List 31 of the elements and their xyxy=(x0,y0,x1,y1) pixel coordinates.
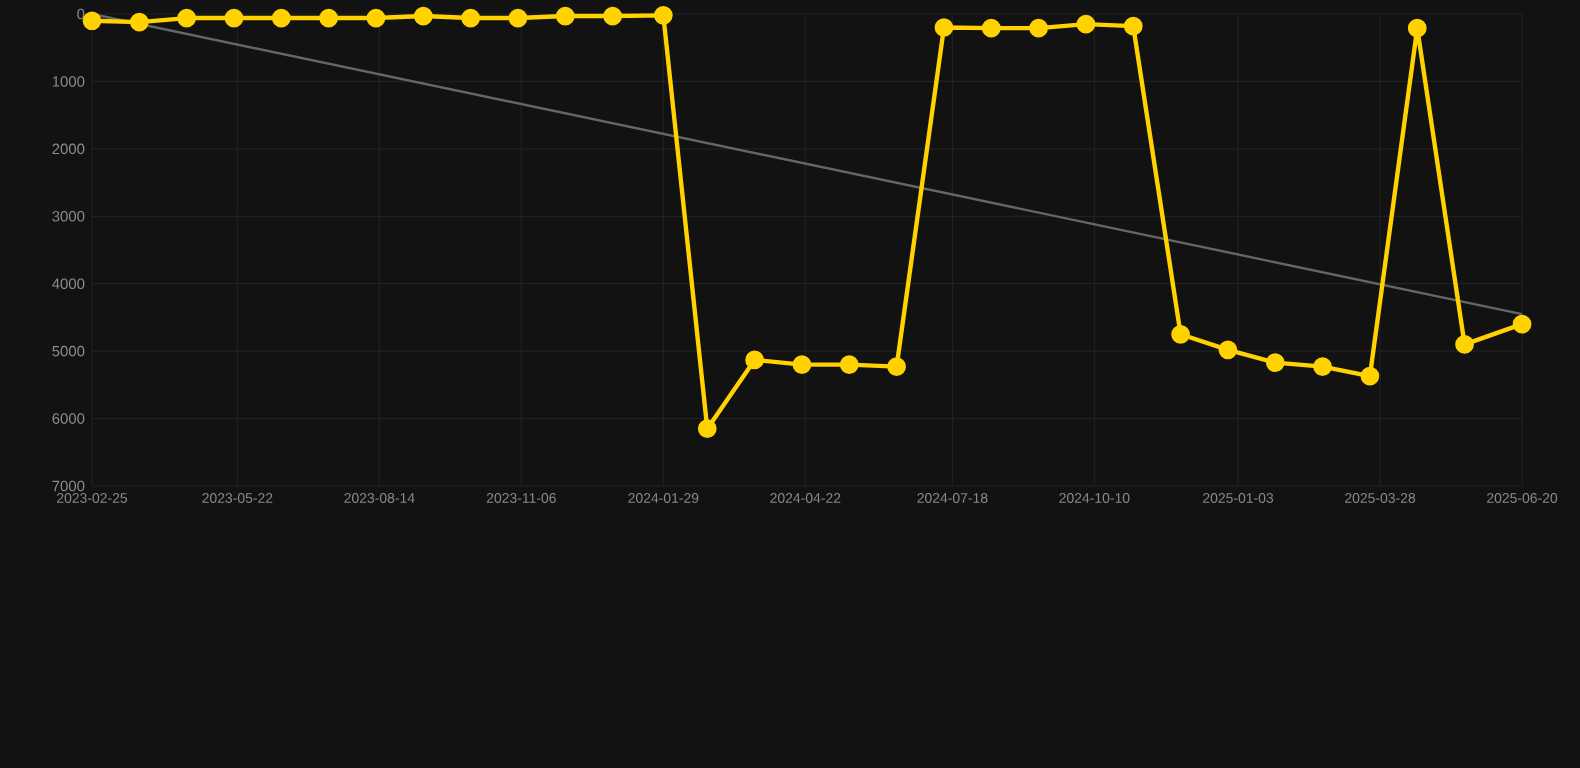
point xyxy=(1076,14,1096,34)
point xyxy=(1029,18,1048,38)
point xyxy=(82,11,102,31)
point xyxy=(461,8,480,28)
point xyxy=(1407,18,1427,38)
point xyxy=(508,8,528,28)
point xyxy=(413,6,433,26)
point xyxy=(177,8,197,28)
point xyxy=(697,419,717,439)
point xyxy=(1455,335,1474,354)
point xyxy=(319,8,339,28)
point xyxy=(934,18,954,37)
point xyxy=(792,355,812,374)
point xyxy=(1265,353,1285,372)
point xyxy=(555,6,575,26)
point xyxy=(224,8,244,28)
point xyxy=(1171,324,1190,344)
point xyxy=(653,6,673,25)
point xyxy=(603,6,622,26)
point xyxy=(1123,16,1143,36)
point xyxy=(1360,366,1380,386)
point xyxy=(271,8,291,28)
point xyxy=(1512,314,1532,334)
point xyxy=(745,350,764,370)
point xyxy=(981,18,1001,38)
point xyxy=(366,8,386,28)
point xyxy=(887,357,906,377)
point xyxy=(1218,340,1238,360)
point xyxy=(129,12,149,32)
point xyxy=(1313,357,1332,377)
point xyxy=(839,355,859,374)
